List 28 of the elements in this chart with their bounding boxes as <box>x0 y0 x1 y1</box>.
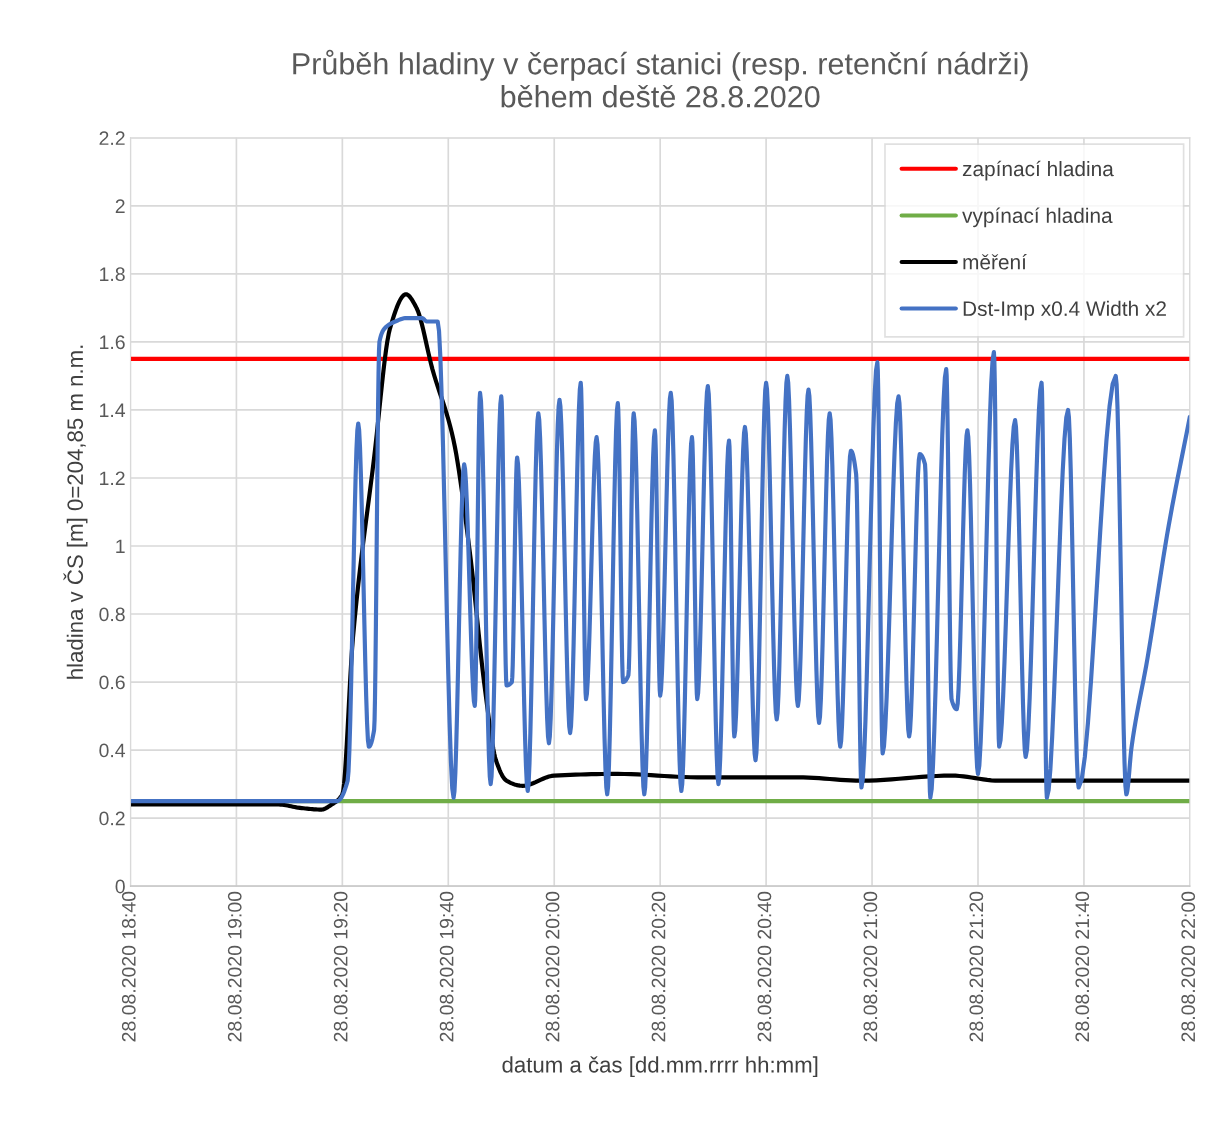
y-tick-label: 1.2 <box>100 471 125 486</box>
chart-title: Průběh hladiny v čerpací stanici (resp. retenční nádrži) během deště 28.8.2020 <box>293 49 1028 108</box>
y-tick-label: 0.6 <box>99 675 125 690</box>
legend-label: Dst-Imp x0.4 Width x2 <box>963 300 1166 321</box>
y-tick-label: 0.8 <box>99 607 125 622</box>
y-axis-title: hladina v ČS [m] 0=204,85 m n.m. <box>63 345 88 679</box>
legend-label: zapínací hladina <box>962 160 1114 181</box>
x-tick-label: 28.08.2020 20:40 <box>757 891 772 1042</box>
x-tick-label: 28.08.2020 21:00 <box>863 891 878 1042</box>
y-tick-label: 1.8 <box>100 267 125 282</box>
x-tick-label: 28.08.2020 20:00 <box>545 891 560 1042</box>
x-tick-label: 28.08.2020 21:40 <box>1075 891 1090 1042</box>
y-tick-label: 2.2 <box>99 131 125 145</box>
legend-label: měření <box>963 253 1027 270</box>
y-tick-label: 0.2 <box>99 811 125 826</box>
legend-label: vypínací hladina <box>962 207 1113 228</box>
y-tick-label: 1.4 <box>100 403 126 417</box>
y-tick-label: 1.6 <box>100 335 125 350</box>
x-tick-label: 28.08.2020 22:00 <box>1181 891 1196 1042</box>
y-tick-label: 0.4 <box>99 743 126 758</box>
x-tick-label: 28.08.2020 19:20 <box>333 891 348 1042</box>
x-axis-title: datum a čas [dd.mm.rrrr hh:mm] <box>502 1056 818 1078</box>
x-tick-label: 28.08.2020 19:40 <box>439 891 454 1042</box>
y-tick-label: 1 <box>116 539 125 554</box>
y-tick-label: 2 <box>115 199 125 213</box>
x-tick-label: 28.08.2020 20:20 <box>651 891 666 1042</box>
x-tick-label: 28.08.2020 19:00 <box>227 891 242 1042</box>
x-tick-label: 28.08.2020 21:20 <box>969 891 984 1042</box>
